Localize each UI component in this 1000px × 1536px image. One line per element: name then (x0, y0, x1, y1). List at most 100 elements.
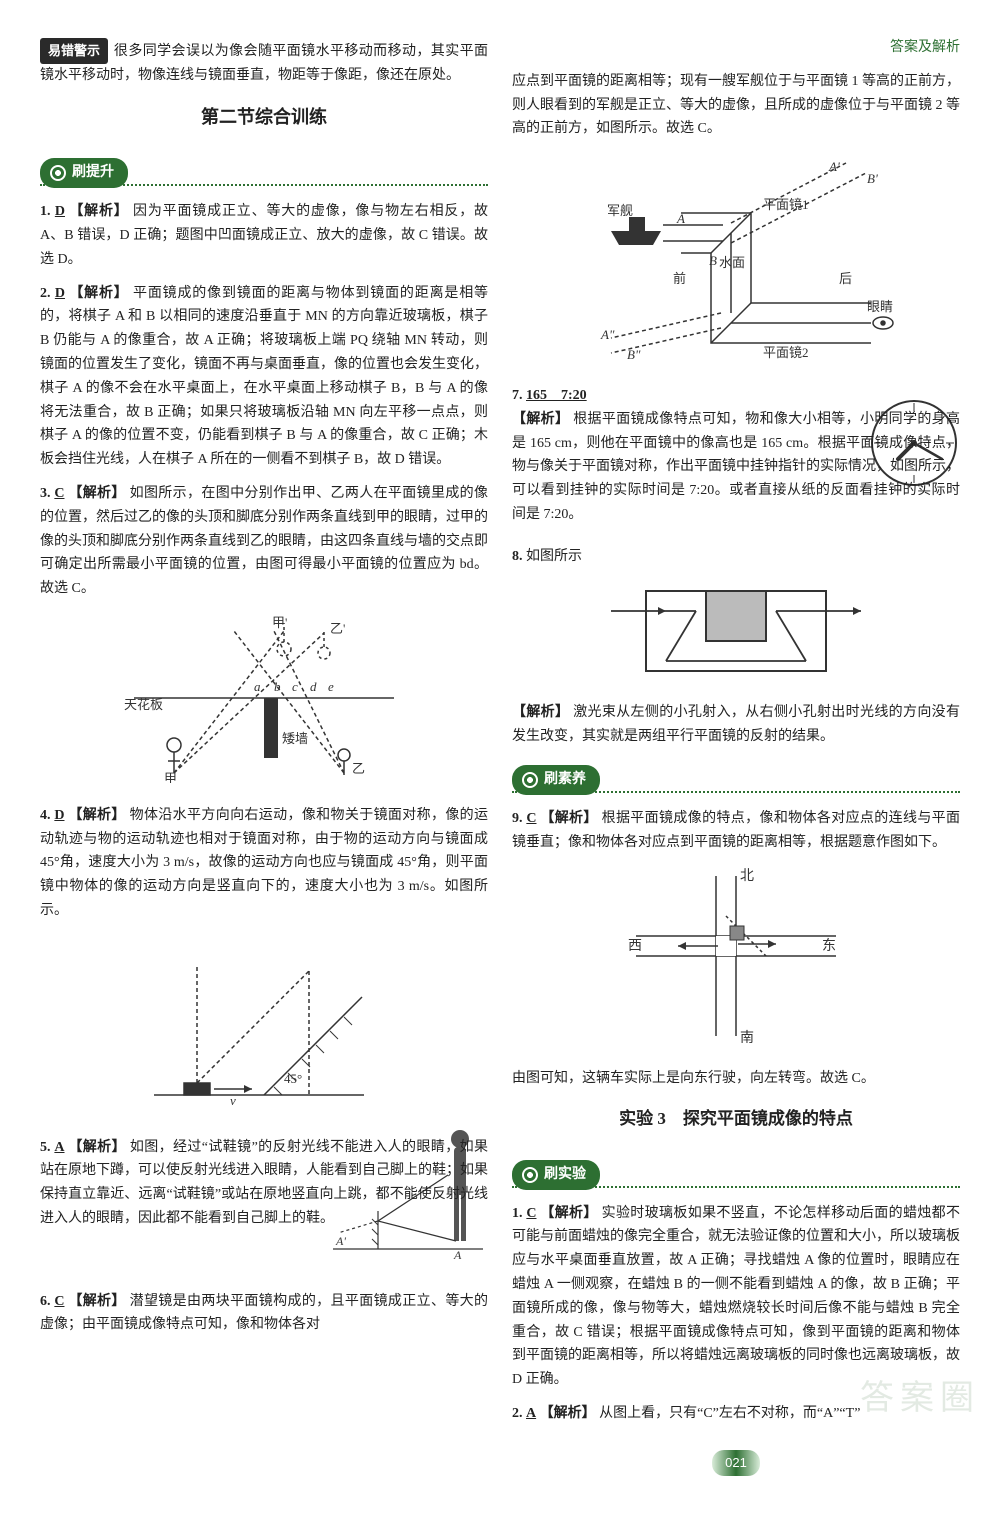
q7-text: 根据平面镜成像特点可知，物和像大小相等，小明同学的身高是 165 cm，则他在平… (512, 412, 960, 522)
left-column: 易错警示 很多同学会误以为像会随平面镜水平移动而移动，其实平面镜水平移动时，物像… (40, 36, 488, 1476)
fig6-m2: 平面镜2 (763, 345, 809, 360)
fig3-d: d (310, 679, 317, 694)
e1-num: 1. (512, 1206, 523, 1221)
fig6-back: 后 (839, 271, 852, 286)
q6-cont: 应点到平面镜的距离相等；现有一艘军舰位于与平面镜 1 等高的正前方，则人眼看到的… (512, 70, 960, 141)
warn-block: 易错警示 很多同学会误以为像会随平面镜水平移动而移动，其实平面镜水平移动时，物像… (40, 38, 488, 88)
pill-tisheng: 刷提升 (40, 142, 488, 192)
fig6-Bs: B" (627, 347, 641, 362)
pill-shiyan: 刷实验 (512, 1144, 960, 1194)
q6-tag: 【解析】 (68, 1294, 125, 1309)
q6-num: 6. (40, 1294, 51, 1309)
q4: 4. D 【解析】 物体沿水平方向向右运动，像和物关于镜面对称，像的运动轨迹与物… (40, 804, 488, 923)
e2-tag: 【解析】 (540, 1406, 596, 1421)
fig5-A: A (453, 1248, 462, 1261)
e1-tag: 【解析】 (540, 1206, 597, 1221)
q3-text: 如图所示，在图中分别作出甲、乙两人在平面镜里成的像的位置，然后过乙的像的头顶和脚… (40, 486, 488, 596)
q9: 9. C 【解析】 根据平面镜成像的特点，像和物体各对应点的连线与平面镜垂直；像… (512, 807, 960, 855)
fig4-v: v (230, 1093, 236, 1108)
fig3-a: a (254, 679, 261, 694)
fig3: 天花板 a b c d e 甲 乙 甲' 乙' 矮墙 (40, 613, 488, 792)
fig4-angle: 45° (284, 1071, 302, 1086)
fig3-ceiling: 天花板 (124, 697, 163, 712)
q8-ans: 如图所示 (526, 549, 582, 564)
fig6-As: A" (600, 327, 615, 342)
fig6-A: A (676, 211, 685, 226)
q4-num: 4. (40, 808, 51, 823)
fig3-yi2: 乙' (330, 621, 345, 636)
q9-tag: 【解析】 (540, 811, 597, 826)
warn-label: 易错警示 (40, 38, 108, 64)
fig6-front: 前 (673, 271, 686, 286)
fig6-B: B (709, 253, 717, 268)
q3-num: 3. (40, 486, 51, 501)
fig6-water: 水面 (719, 255, 745, 270)
fig9-e: 东 (822, 938, 836, 954)
q2-text: 平面镜成的像到镜面的距离与物体到镜面的距离是相等的，将棋子 A 和 B 以相同的… (40, 286, 488, 468)
q7-num: 7. (512, 388, 523, 403)
q9-ans: C (526, 811, 536, 826)
fig6-eye: 眼睛 (867, 299, 893, 314)
fig3-b: b (274, 679, 281, 694)
fig3-jia: 甲 (164, 771, 177, 783)
e2: 2. A 【解析】 从图上看，只有“C”左右不对称，而“A”“T” (512, 1402, 960, 1426)
q5-ans: A (54, 1140, 64, 1155)
fig3-jia2: 甲' (272, 615, 287, 630)
q2-ans: D (55, 286, 65, 301)
e1: 1. C 【解析】 实验时玻璃板如果不竖直，不论怎样移动后面的蜡烛都不可能与前面… (512, 1202, 960, 1392)
q2-num: 2. (40, 286, 51, 301)
q2-tag: 【解析】 (69, 286, 128, 301)
q8-num: 8. (512, 549, 523, 564)
header-right: 答案及解析 (512, 36, 960, 60)
q8-text: 激光束从左侧的小孔射入，从右侧小孔射出时光线的方向没有发生改变，其实就是两组平行… (512, 705, 960, 744)
q8-exp: 【解析】 激光束从左侧的小孔射入，从右侧小孔射出时光线的方向没有发生改变，其实就… (512, 701, 960, 749)
pill-label: 刷提升 (40, 158, 128, 188)
q8: 8. 如图所示 (512, 545, 960, 569)
q3-tag: 【解析】 (68, 486, 125, 501)
q2: 2. D 【解析】 平面镜成的像到镜面的距离与物体到镜面的距离是相等的，将棋子 … (40, 282, 488, 472)
pill-suyang: 刷素养 (512, 749, 960, 799)
q5-tag: 【解析】 (68, 1140, 126, 1155)
e1-ans: C (526, 1206, 536, 1221)
q7-tag: 【解析】 (512, 412, 569, 427)
fig8 (512, 581, 960, 690)
e2-text: 从图上看，只有“C”左右不对称，而“A”“T” (599, 1406, 860, 1421)
q3-ans: C (54, 486, 64, 501)
fig5-Ap: A' (335, 1234, 346, 1248)
fig6-Ap: A' (828, 159, 840, 174)
fig9-w: 西 (628, 939, 642, 954)
fig4: 45° v (40, 935, 488, 1124)
q4-tag: 【解析】 (68, 808, 125, 823)
pill-label-3: 刷实验 (512, 1160, 600, 1190)
e2-num: 2. (512, 1406, 523, 1421)
q5-num: 5. (40, 1140, 51, 1155)
q6: 6. C 【解析】 潜望镜是由两块平面镜构成的，且平面镜成正立、等大的虚像；由平… (40, 1290, 488, 1338)
q1: 1. D 【解析】 因为平面镜成正立、等大的虚像，像与物左右相反，故 A、B 错… (40, 200, 488, 271)
page-number: 021 (712, 1450, 760, 1476)
pill-label-2: 刷素养 (512, 765, 600, 795)
fig3-yi: 乙 (352, 761, 365, 776)
fig6: 军舰 平面镜1 平面镜2 前 后 水面 眼睛 A B A' B' A" B" (512, 153, 960, 372)
exp-title: 实验 3 探究平面镜成像的特点 (512, 1105, 960, 1134)
q8-tag: 【解析】 (512, 705, 569, 720)
q1-ans: D (55, 204, 65, 219)
q1-num: 1. (40, 204, 51, 219)
fig9-n: 北 (740, 868, 754, 884)
section-title: 第二节综合训练 (40, 102, 488, 133)
q9-num: 9. (512, 811, 523, 826)
e2-ans: A (526, 1406, 536, 1421)
q6-ans: C (54, 1294, 64, 1309)
fig3-wall: 矮墙 (282, 731, 308, 746)
e1-text: 实验时玻璃板如果不竖直，不论怎样移动后面的蜡烛都不可能与前面蜡烛的像完全重合，就… (512, 1206, 960, 1388)
q7-ans: 165 7:20 (526, 388, 587, 403)
fig3-e: e (328, 679, 334, 694)
q4-ans: D (54, 808, 64, 823)
fig6-Bp: B' (867, 171, 878, 186)
q9-tail: 由图可知，这辆车实际上是向东行驶，向左转弯。故选 C。 (512, 1067, 960, 1091)
q3: 3. C 【解析】 如图所示，在图中分别作出甲、乙两人在平面镜里成的像的位置，然… (40, 482, 488, 601)
fig9-s: 南 (740, 1030, 754, 1046)
q1-tag: 【解析】 (69, 204, 128, 219)
right-column: 答案及解析 应点到平面镜的距离相等；现有一艘军舰位于与平面镜 1 等高的正前方，… (512, 36, 960, 1476)
q4-text: 物体沿水平方向向右运动，像和物关于镜面对称，像的运动轨迹与物的运动轨迹也相对于镜… (40, 808, 488, 918)
fig9: 北 南 西 东 (512, 866, 960, 1055)
